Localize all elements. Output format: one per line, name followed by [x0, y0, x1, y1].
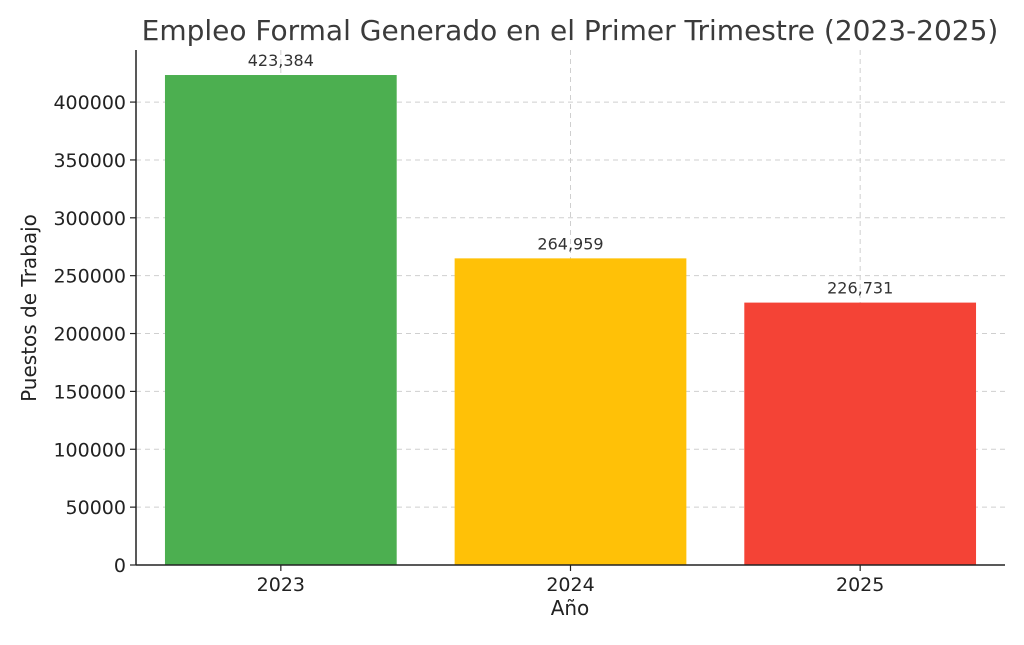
- y-tick-label: 200000: [53, 324, 126, 346]
- x-tick-label: 2023: [257, 574, 305, 596]
- chart-title: Empleo Formal Generado en el Primer Trim…: [142, 14, 999, 47]
- y-tick-label: 300000: [53, 208, 126, 230]
- axes-layer: 0 50000 100000 150000 200000 250000 300000 3500…: [53, 50, 1005, 596]
- data-label-2025: 226,731: [827, 279, 893, 298]
- bars-layer: [164, 75, 977, 565]
- y-tick-label: 50000: [66, 497, 126, 519]
- x-tick-label: 2025: [836, 574, 884, 596]
- y-tick-label: 150000: [53, 381, 126, 403]
- x-tick-label: 2024: [546, 574, 594, 596]
- bar-2023: [164, 75, 397, 565]
- bar-2024: [454, 258, 687, 565]
- y-tick-label: 100000: [53, 439, 126, 461]
- data-labels-layer: 423,384 264,959 226,731: [248, 51, 894, 298]
- y-tick-label: 250000: [53, 266, 126, 288]
- data-label-2023: 423,384: [248, 51, 314, 70]
- bar-2025: [744, 302, 977, 565]
- y-tick-label: 350000: [53, 150, 126, 172]
- x-axis-title: Año: [551, 596, 590, 620]
- y-tick-label: 0: [114, 555, 126, 577]
- data-label-2024: 264,959: [537, 234, 603, 253]
- y-tick-label: 400000: [53, 92, 126, 114]
- y-axis-title: Puestos de Trabajo: [17, 214, 41, 402]
